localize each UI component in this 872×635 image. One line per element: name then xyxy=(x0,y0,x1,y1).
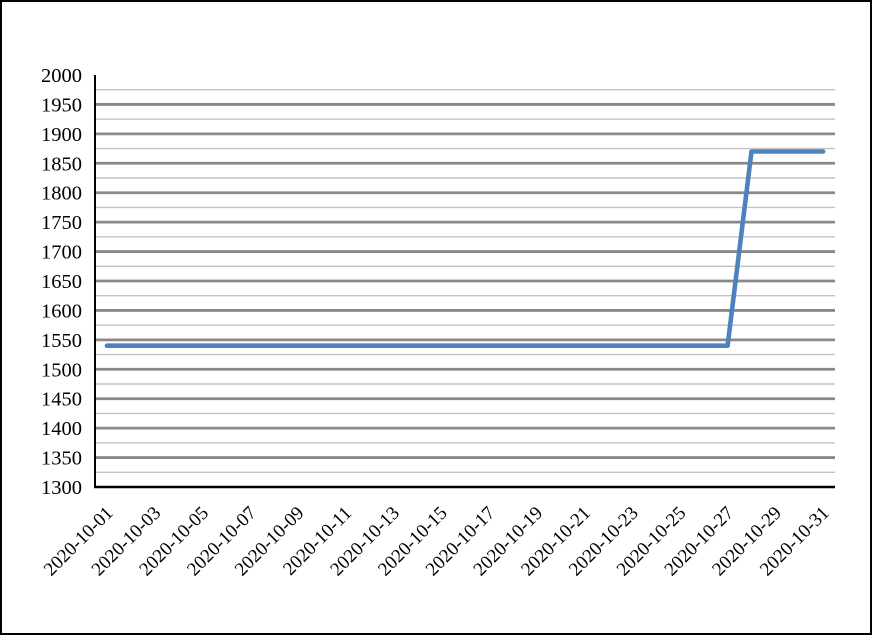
x-axis-tick-labels: 2020-10-012020-10-032020-10-052020-10-07… xyxy=(40,503,834,581)
svg-text:2000: 2000 xyxy=(41,65,82,87)
data-series-line xyxy=(104,149,826,349)
svg-text:1900: 1900 xyxy=(41,124,82,146)
svg-text:1850: 1850 xyxy=(41,153,82,175)
svg-text:1600: 1600 xyxy=(41,300,82,322)
svg-text:1500: 1500 xyxy=(41,359,82,381)
svg-text:1450: 1450 xyxy=(41,389,82,411)
svg-text:1800: 1800 xyxy=(41,183,82,205)
svg-text:1550: 1550 xyxy=(41,330,82,352)
svg-text:1350: 1350 xyxy=(41,448,82,470)
svg-text:1950: 1950 xyxy=(41,94,82,116)
svg-text:1700: 1700 xyxy=(41,242,82,264)
axes xyxy=(94,75,835,489)
svg-text:1300: 1300 xyxy=(41,477,82,499)
svg-text:1650: 1650 xyxy=(41,271,82,293)
y-axis-tick-labels: 1300 1350 1400 1450 1500 1550 1600 1650 1700 1750… xyxy=(41,65,82,499)
svg-text:1750: 1750 xyxy=(41,212,82,234)
minor-gridlines xyxy=(95,89,835,473)
svg-text:1400: 1400 xyxy=(41,418,82,440)
major-gridlines xyxy=(95,103,835,459)
